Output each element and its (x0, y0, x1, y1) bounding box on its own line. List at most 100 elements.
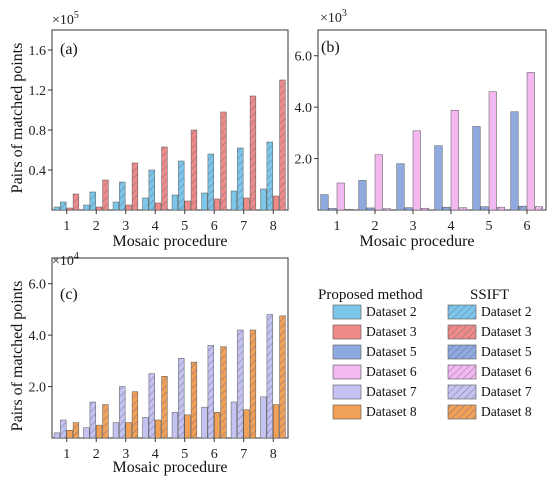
bar-dataset-3-ssift (72, 193, 80, 211)
bar-dataset-6-ssift (420, 207, 429, 211)
x-tick-label: 1 (63, 447, 70, 462)
legend-swatch-ssift (447, 344, 477, 360)
x-tick-label: 5 (486, 219, 493, 234)
x-tick-label: 7 (240, 219, 247, 234)
bar-dataset-8-proposed (96, 424, 103, 439)
bar-dataset-2-ssift (207, 153, 214, 211)
y-tick-label: 2.0 (295, 153, 313, 168)
x-tick-label: 6 (211, 447, 218, 462)
bar-dataset-7-proposed (260, 396, 267, 439)
x-tick-label: 8 (270, 219, 277, 234)
y-tick-label: 6.0 (29, 278, 47, 293)
y-tick-label: 0.8 (29, 124, 47, 139)
legend-label-ssift: Dataset 8 (481, 404, 532, 419)
bar-dataset-3-ssift (161, 146, 168, 211)
bar-dataset-7-ssift (266, 314, 273, 439)
bar-dataset-8-proposed (243, 409, 250, 439)
bar-dataset-2-ssift (178, 160, 185, 211)
panel-b: (b) ×103 Mosaic procedure (320, 8, 475, 250)
legend-swatch-proposed (332, 324, 362, 340)
bar-dataset-7-proposed (230, 401, 238, 439)
panel-c: (c) ×104 Mosaic procedure Pairs of match… (9, 251, 228, 476)
bar-dataset-7-proposed (142, 417, 149, 439)
bar-dataset-8-ssift (131, 391, 139, 439)
bar-dataset-7-proposed (112, 422, 120, 439)
legend-swatch-ssift (447, 304, 477, 320)
x-tick-label: 6 (524, 219, 531, 234)
x-tick-label: 5 (181, 447, 188, 462)
x-tick-label: 1 (63, 219, 70, 234)
bar-dataset-6-proposed (526, 72, 535, 211)
bar-dataset-2-ssift (89, 191, 96, 211)
bar-dataset-8-ssift (249, 329, 257, 439)
bar-dataset-3-proposed (243, 197, 250, 211)
bar-dataset-2-proposed (53, 206, 61, 211)
panel-b-xlabel: Mosaic procedure (359, 233, 474, 250)
legend-swatch-ssift (447, 324, 477, 340)
x-tick-label: 2 (93, 447, 100, 462)
legend-swatch-proposed (332, 404, 362, 420)
bar-dataset-5-ssift (480, 206, 489, 211)
bar-dataset-6-ssift (496, 206, 505, 211)
bar-dataset-5-ssift (518, 205, 527, 211)
bar-dataset-3-proposed (155, 202, 162, 211)
bar-dataset-3-ssift (102, 179, 109, 211)
legend-label-proposed: Dataset 8 (366, 404, 417, 419)
legend-header-proposed: Proposed method (318, 287, 423, 303)
x-tick-label: 2 (372, 219, 379, 234)
plot-frame (51, 29, 289, 211)
legend-swatch-proposed (332, 344, 362, 360)
legend-swatch-ssift (447, 384, 477, 400)
bar-dataset-6-ssift (382, 208, 391, 211)
bar-dataset-3-ssift (249, 95, 257, 211)
legend-swatch-ssift (447, 364, 477, 380)
bar-dataset-7-ssift (119, 386, 126, 439)
bar-dataset-5-proposed (434, 145, 443, 211)
bar-dataset-3-ssift (131, 162, 139, 211)
bar-dataset-5-proposed (396, 163, 405, 211)
x-tick-label: 7 (240, 447, 247, 462)
bar-dataset-7-proposed (83, 427, 90, 439)
x-tick-label: 1 (334, 219, 341, 234)
plot-frame (51, 257, 289, 439)
bar-dataset-6-ssift (534, 206, 543, 211)
plot-a: 0.4 0.8 1.2 1.6 1 2 3 4 5 6 7 8 (29, 29, 289, 234)
legend-swatch-proposed (332, 304, 362, 320)
legend-label-ssift: Dataset 5 (481, 344, 532, 359)
bar-dataset-8-proposed (273, 404, 280, 439)
bar-dataset-3-ssift (279, 79, 286, 211)
panel-c-xlabel: Mosaic procedure (112, 459, 227, 476)
x-tick-label: 3 (410, 219, 417, 234)
panel-c-multiplier: ×104 (52, 251, 79, 269)
legend-label-proposed: Dataset 2 (366, 304, 417, 319)
bar-dataset-3-proposed (273, 195, 280, 211)
bar-dataset-6-proposed (412, 130, 421, 211)
bar-dataset-3-proposed (125, 204, 132, 211)
bar-dataset-2-proposed (171, 194, 179, 211)
bar-dataset-8-ssift (72, 422, 80, 439)
legend-label-ssift: Dataset 3 (481, 324, 532, 339)
bar-dataset-7-ssift (89, 401, 96, 439)
x-tick-label: 3 (122, 447, 129, 462)
bar-dataset-5-proposed (510, 111, 519, 211)
bar-dataset-3-proposed (184, 200, 191, 211)
bar-dataset-5-ssift (442, 206, 451, 211)
bar-dataset-8-ssift (220, 346, 227, 439)
x-tick-label: 5 (181, 219, 188, 234)
x-tick-label: 3 (122, 219, 129, 234)
panel-a-xlabel: Mosaic procedure (112, 233, 227, 250)
bar-dataset-2-proposed (260, 188, 267, 211)
bar-dataset-7-proposed (53, 432, 61, 439)
legend-label-ssift: Dataset 2 (481, 304, 532, 319)
bar-dataset-6-proposed (336, 182, 345, 211)
y-tick-label: 4.0 (295, 101, 313, 116)
bar-dataset-3-proposed (96, 206, 103, 211)
bar-dataset-8-proposed (184, 414, 191, 439)
legend-label-proposed: Dataset 7 (366, 384, 417, 399)
panel-a-multiplier: ×105 (52, 10, 79, 28)
bar-dataset-5-ssift (366, 207, 375, 211)
bar-dataset-5-proposed (358, 180, 367, 211)
panel-c-label: (c) (60, 286, 78, 303)
legend-label-ssift: Dataset 6 (481, 364, 532, 379)
legend-label-ssift: Dataset 7 (481, 384, 532, 399)
